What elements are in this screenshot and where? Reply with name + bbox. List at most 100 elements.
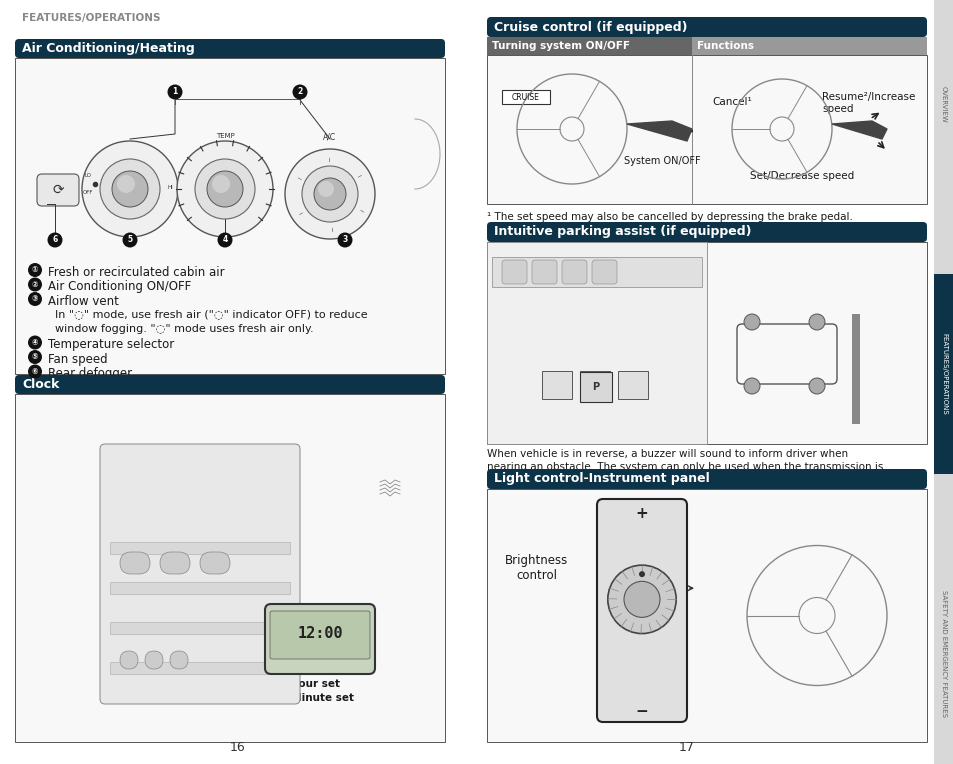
Text: CRUISE: CRUISE	[512, 92, 539, 102]
Text: ON/OFF switch: ON/OFF switch	[577, 317, 648, 327]
Text: 16: 16	[230, 741, 246, 754]
Text: ⑥: ⑥	[31, 367, 38, 376]
Text: 6: 6	[52, 235, 57, 244]
Text: Cancel¹: Cancel¹	[711, 97, 751, 107]
FancyBboxPatch shape	[486, 222, 926, 242]
Text: OVERVIEW: OVERVIEW	[940, 86, 946, 122]
Circle shape	[217, 232, 233, 248]
Text: ③: ③	[31, 294, 38, 303]
Circle shape	[743, 314, 760, 330]
FancyBboxPatch shape	[265, 604, 375, 674]
FancyBboxPatch shape	[532, 260, 557, 284]
Circle shape	[212, 175, 230, 193]
Bar	[933, 274, 953, 474]
Text: ~: ~	[355, 208, 364, 215]
Circle shape	[28, 277, 42, 292]
FancyBboxPatch shape	[501, 260, 526, 284]
Circle shape	[112, 171, 148, 207]
Text: Air Conditioning/Heating: Air Conditioning/Heating	[22, 42, 194, 55]
Text: +: +	[635, 507, 648, 522]
Text: Fresh or recirculated cabin air: Fresh or recirculated cabin air	[48, 266, 224, 279]
Text: TEMP: TEMP	[215, 133, 234, 139]
Text: ~: ~	[327, 156, 333, 162]
Circle shape	[302, 166, 357, 222]
Text: 1: 1	[172, 88, 177, 96]
Text: 3: 3	[342, 235, 347, 244]
FancyBboxPatch shape	[120, 552, 150, 574]
Bar	[691, 37, 926, 55]
FancyBboxPatch shape	[486, 17, 926, 37]
Text: window fogging. "◌" mode uses fresh air only.: window fogging. "◌" mode uses fresh air …	[48, 324, 314, 334]
Circle shape	[317, 181, 334, 197]
Text: Functions: Functions	[697, 41, 753, 51]
FancyBboxPatch shape	[597, 499, 686, 722]
Bar	[486, 55, 926, 204]
FancyBboxPatch shape	[561, 260, 586, 284]
Text: Air Conditioning ON/OFF: Air Conditioning ON/OFF	[48, 280, 191, 293]
Text: Fan speed: Fan speed	[48, 353, 108, 366]
Circle shape	[28, 350, 42, 364]
Bar	[501, 90, 550, 104]
Text: Clock: Clock	[22, 378, 59, 391]
Circle shape	[48, 232, 63, 248]
Circle shape	[808, 314, 824, 330]
Text: in the “R” position.: in the “R” position.	[486, 475, 584, 485]
Circle shape	[28, 292, 42, 306]
Circle shape	[623, 581, 659, 617]
Text: Turning system ON/OFF: Turning system ON/OFF	[492, 41, 629, 51]
FancyBboxPatch shape	[270, 611, 370, 659]
Bar	[110, 542, 290, 554]
Circle shape	[28, 364, 42, 378]
Bar	[486, 489, 926, 742]
Text: 2: 2	[297, 88, 302, 96]
Text: HI: HI	[168, 185, 173, 190]
Circle shape	[293, 85, 307, 99]
Bar	[933, 0, 953, 764]
Text: System ON/OFF: System ON/OFF	[623, 156, 700, 166]
Circle shape	[28, 263, 42, 277]
FancyBboxPatch shape	[145, 651, 163, 669]
Text: Temperature selector: Temperature selector	[48, 338, 174, 351]
FancyBboxPatch shape	[120, 651, 138, 669]
Text: nearing an obstacle. The system can only be used when the transmission is: nearing an obstacle. The system can only…	[486, 462, 882, 472]
Text: 12:00: 12:00	[297, 626, 342, 642]
Circle shape	[177, 141, 273, 237]
Circle shape	[314, 178, 346, 210]
Text: ④: ④	[31, 338, 38, 347]
Polygon shape	[831, 121, 886, 139]
Text: 17: 17	[679, 741, 694, 754]
FancyBboxPatch shape	[37, 174, 79, 206]
FancyBboxPatch shape	[15, 375, 444, 394]
FancyBboxPatch shape	[100, 444, 299, 704]
Text: P: P	[592, 382, 598, 392]
Bar	[492, 257, 701, 287]
Circle shape	[808, 378, 824, 394]
Circle shape	[82, 141, 178, 237]
Text: ②: ②	[31, 280, 38, 289]
Text: 5: 5	[128, 235, 132, 244]
Text: ~: ~	[295, 208, 303, 215]
FancyBboxPatch shape	[160, 552, 190, 574]
Text: Brightness
control: Brightness control	[505, 554, 568, 582]
Circle shape	[122, 232, 137, 248]
Text: Intuitive parking assist (if equipped): Intuitive parking assist (if equipped)	[494, 225, 751, 238]
Text: OFF: OFF	[83, 190, 93, 195]
Text: H- Hour set: H- Hour set	[273, 679, 339, 689]
Circle shape	[285, 149, 375, 239]
Text: Cruise control (if equipped): Cruise control (if equipped)	[494, 21, 687, 34]
Bar	[579, 372, 612, 402]
Text: Resume²/Increase
speed: Resume²/Increase speed	[821, 92, 915, 114]
Text: ~: ~	[327, 226, 333, 232]
FancyBboxPatch shape	[15, 39, 444, 58]
Bar	[579, 371, 609, 399]
Text: A/C: A/C	[323, 133, 336, 142]
Text: Light control-Instrument panel: Light control-Instrument panel	[494, 472, 709, 485]
Text: ⑤: ⑤	[31, 352, 38, 361]
Circle shape	[337, 232, 352, 248]
Text: Set/Decrease speed: Set/Decrease speed	[749, 171, 853, 181]
Text: When vehicle is in reverse, a buzzer will sound to inform driver when: When vehicle is in reverse, a buzzer wil…	[486, 449, 847, 459]
Text: 4: 4	[222, 235, 228, 244]
Text: FEATURES/OPERATIONS: FEATURES/OPERATIONS	[22, 13, 160, 23]
Text: ⟳: ⟳	[52, 183, 64, 197]
Circle shape	[207, 171, 243, 207]
